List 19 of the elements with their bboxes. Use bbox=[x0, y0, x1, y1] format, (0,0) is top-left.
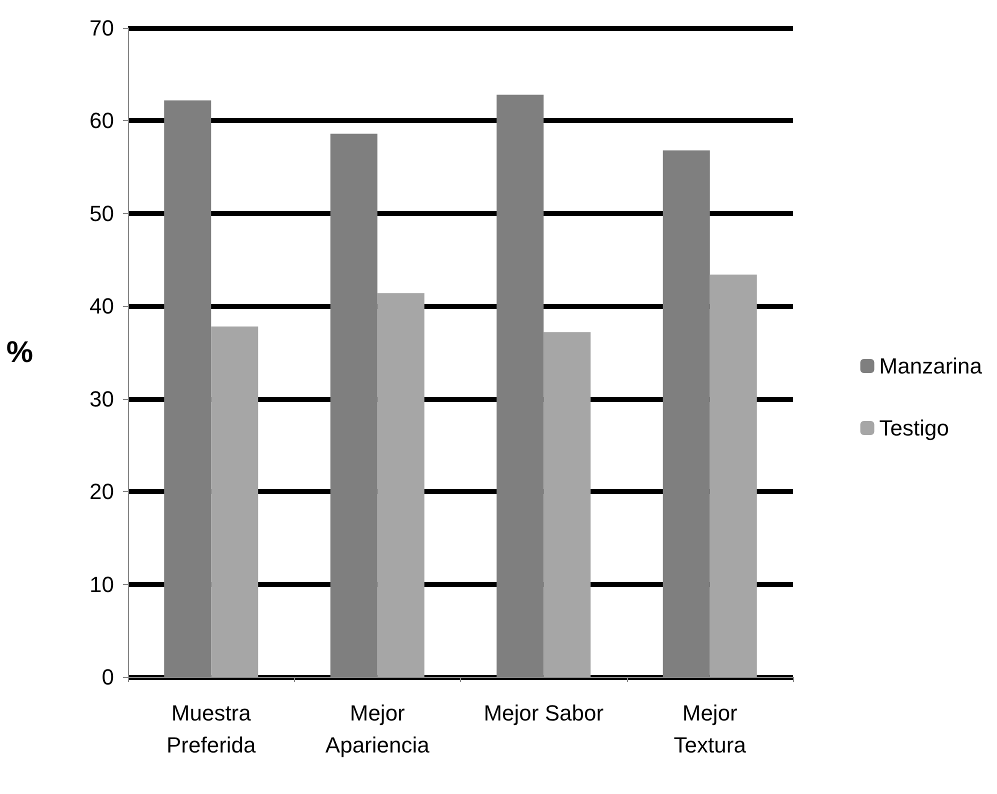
x-tick-label: Mejor Sabor bbox=[484, 700, 604, 726]
y-tick-label: 60 bbox=[90, 108, 114, 134]
y-tick-label: 20 bbox=[90, 479, 114, 504]
x-tick-label: Muestra Preferida bbox=[166, 700, 257, 758]
bar bbox=[377, 293, 424, 677]
y-tick-label: 10 bbox=[90, 572, 114, 597]
y-tick-label: 50 bbox=[90, 200, 114, 226]
x-tick-label: Mejor Apariencia bbox=[325, 700, 430, 758]
x-tick-label: Mejor Textura bbox=[674, 700, 747, 758]
legend-label: Testigo bbox=[879, 416, 949, 440]
y-axis-title: % bbox=[6, 336, 33, 369]
bar bbox=[544, 332, 591, 677]
y-tick-label: 0 bbox=[102, 664, 114, 690]
y-tick-label: 30 bbox=[90, 386, 114, 412]
y-tick-label: 40 bbox=[90, 294, 114, 319]
y-tick-label: 70 bbox=[90, 16, 114, 40]
bar bbox=[710, 274, 757, 677]
legend-label: Manzarina bbox=[879, 354, 983, 378]
bar bbox=[211, 326, 258, 677]
